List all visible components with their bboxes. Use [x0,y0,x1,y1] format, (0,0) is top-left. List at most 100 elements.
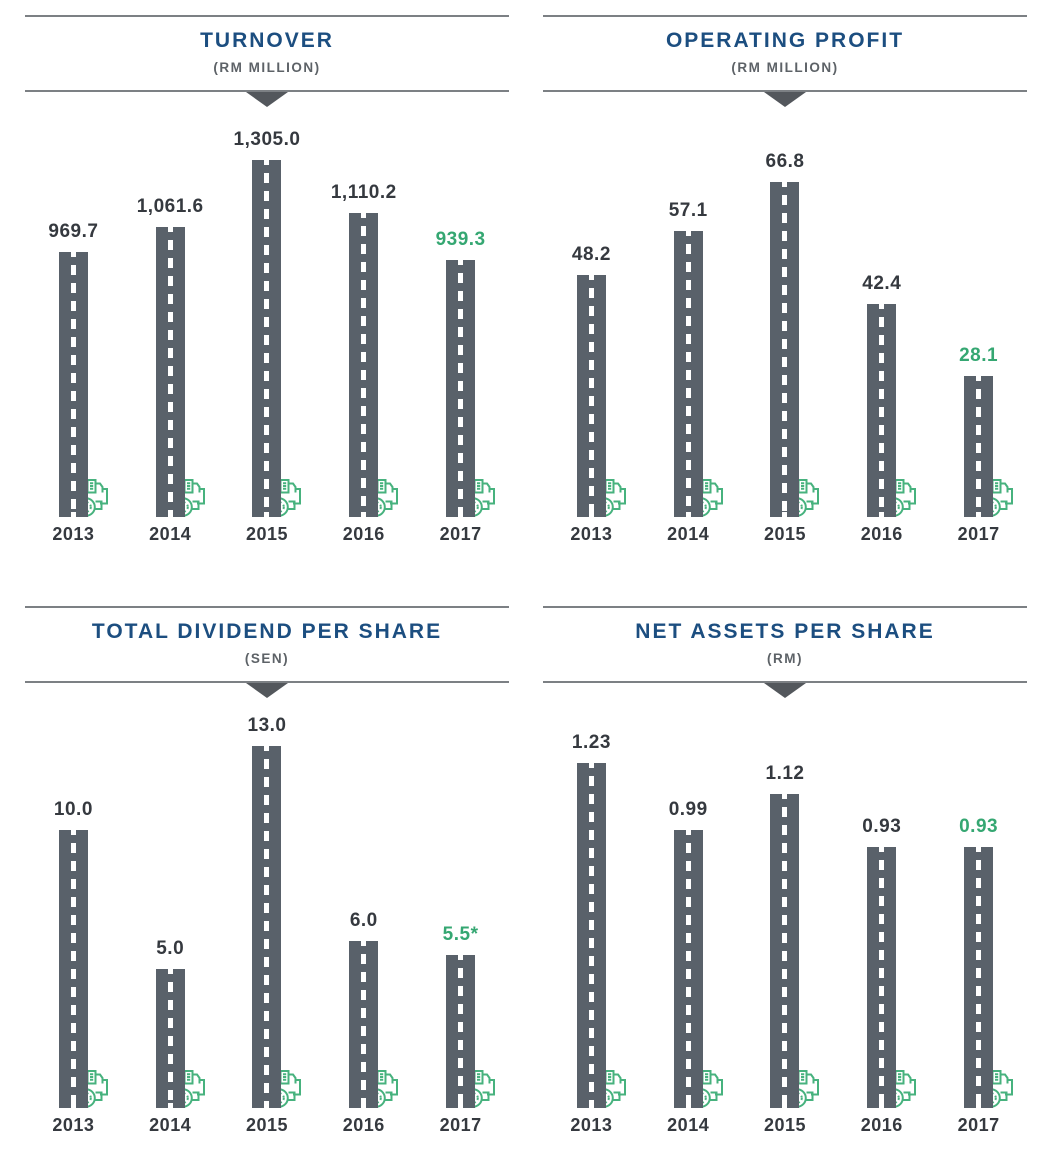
value-label: 5.5* [442,924,479,945]
road-bar [964,847,994,1108]
bar-group: 10.0 2013 [25,683,122,1135]
value-label: 1,061.6 [136,196,204,217]
value-label: 1,110.2 [330,182,397,203]
panel-bottom-rule [543,681,1027,698]
year-label: 2014 [667,524,710,544]
road-bar [155,969,185,1108]
bar-group: 939.3 2017 [412,92,509,544]
value-label: 0.93 [959,816,999,837]
year-label: 2014 [149,524,192,544]
panel-top-rule [25,606,509,608]
year-label: 2017 [957,1115,1000,1135]
value-label: 10.0 [53,799,93,820]
road-bar [867,847,897,1108]
bar-area [867,847,917,1108]
panel-subtitle: (RM MILLION) [731,60,839,75]
panel-turnover: TURNOVER (RM MILLION) 969.7 2013 1,061.6 … [25,15,509,544]
value-label: 42.4 [862,273,902,294]
year-label: 2013 [52,1115,95,1135]
value-label: 1.12 [765,763,805,784]
panel-bottom-rule [543,90,1027,107]
year-label: 2013 [570,524,613,544]
bar-group: 0.93 2016 [833,683,930,1135]
road-bar [58,252,88,517]
bar-area [155,969,205,1108]
value-label: 66.8 [765,151,805,172]
panel-title: TOTAL DIVIDEND PER SHARE [91,620,443,643]
road-bar [576,763,606,1108]
panel-top-rule [543,15,1027,17]
year-label: 2015 [245,524,289,544]
bar-group: 0.99 2014 [640,683,737,1135]
panel-subtitle: (RM MILLION) [213,60,321,75]
bar-chart-operating-profit: 48.2 2013 57.1 2014 66.8 2015 42.4 [543,92,1027,544]
road-bar [349,941,379,1108]
road-bar [446,955,476,1108]
road-bar [770,182,800,517]
bar-area [576,275,626,517]
bar-group: 1,305.0 2015 [219,92,316,544]
value-label: 48.2 [571,244,611,265]
arrow-down-icon [764,92,806,107]
year-label: 2016 [342,1115,385,1135]
bar-area [964,847,1014,1108]
year-label: 2013 [52,524,95,544]
road-bar [155,227,185,517]
value-label: 57.1 [668,200,708,221]
value-label: 5.0 [156,938,185,959]
panel-subtitle: (SEN) [244,651,290,666]
value-label: 1.23 [571,732,611,753]
road-bar [867,304,897,517]
road-bar [964,376,994,517]
bar-area [576,763,626,1108]
year-label: 2015 [763,524,807,544]
road-bar [446,260,476,517]
road-bar [252,746,282,1108]
bar-group: 66.8 2015 [737,92,834,544]
bar-group: 969.7 2013 [25,92,122,544]
value-label: 0.99 [668,799,708,820]
bar-group: 5.0 2014 [122,683,219,1135]
arrow-down-icon [764,683,806,698]
bar-area [964,376,1014,517]
year-label: 2013 [570,1115,613,1135]
bar-area [770,182,820,517]
bar-group: 1,061.6 2014 [122,92,219,544]
panel-bottom-rule [25,681,509,698]
panel-net-assets-per-share: NET ASSETS PER SHARE (RM) 1.23 2013 0.99 … [543,606,1027,1135]
road-bar [770,794,800,1108]
value-label: 0.93 [862,816,902,837]
bar-group: 42.4 2016 [833,92,930,544]
bar-group: 6.0 2016 [315,683,412,1135]
arrow-down-icon [246,92,288,107]
value-label: 969.7 [48,221,99,242]
value-label: 1,305.0 [233,129,301,150]
year-label: 2016 [342,524,385,544]
year-label: 2014 [149,1115,192,1135]
panel-bottom-rule [25,90,509,107]
road-bar [576,275,606,517]
road-bar [349,213,379,517]
bar-area [673,830,723,1108]
bar-group: 0.93 2017 [930,683,1027,1135]
bar-area [349,213,399,517]
bar-area [770,794,820,1108]
bar-group: 1,110.2 2016 [315,92,412,544]
year-label: 2014 [667,1115,710,1135]
bar-area [252,746,302,1108]
year-label: 2017 [957,524,1000,544]
year-label: 2015 [245,1115,289,1135]
panel-title: NET ASSETS PER SHARE [635,620,935,643]
year-label: 2016 [860,1115,903,1135]
year-label: 2017 [439,1115,482,1135]
value-label: 28.1 [959,345,999,366]
bar-group: 13.0 2015 [219,683,316,1135]
bar-area [58,830,108,1108]
year-label: 2015 [763,1115,807,1135]
panel-top-rule [543,606,1027,608]
bar-group: 1.12 2015 [737,683,834,1135]
arrow-down-icon [246,683,288,698]
bar-area [867,304,917,517]
value-label: 939.3 [435,229,486,250]
